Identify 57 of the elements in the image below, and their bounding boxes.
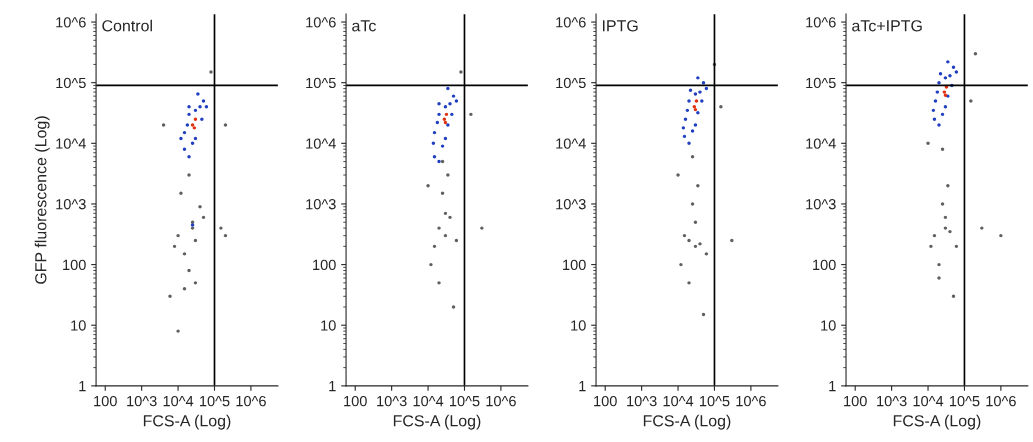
x-tick-label: 10^6 (736, 395, 766, 407)
x-tick-label: 10^4 (663, 395, 694, 407)
x-tick-label: 10^3 (127, 395, 157, 407)
x-tick-label: 100 (344, 395, 367, 407)
y-tick-label: 10^6 (306, 17, 336, 28)
y-tick-label: 10^5 (556, 77, 586, 89)
y-tick-label: 1 (329, 381, 336, 392)
x-tick-label: 10^3 (877, 395, 907, 407)
y-tick-label: 10^3 (556, 199, 586, 210)
chart-title: Control (102, 19, 152, 32)
y-tick-label: 100 (63, 259, 86, 271)
y-tick-label: 10^6 (56, 17, 86, 28)
y-tick-label: 1 (829, 381, 836, 392)
y-tick-label: 10 (821, 320, 836, 331)
x-axis-title: FCS-A (Log) (393, 414, 481, 430)
y-tick-label: 10^5 (806, 77, 836, 89)
x-tick-label: 100 (594, 395, 617, 407)
y-tick-label: 10^6 (806, 17, 836, 28)
x-tick-label: 10^5 (949, 395, 980, 407)
x-tick-label: 10^6 (486, 395, 516, 407)
y-tick-label: 10 (321, 320, 336, 331)
x-tick-label: 10^5 (200, 395, 230, 407)
y-tick-label: 10^4 (306, 138, 336, 149)
y-tick-label: 100 (813, 259, 836, 271)
x-tick-label: 10^6 (236, 395, 266, 407)
chart-title: aTc (352, 20, 376, 32)
x-tick-label: 10^5 (699, 395, 730, 407)
x-axis-title: FCS-A (Log) (893, 414, 981, 430)
y-tick-label: 10^4 (56, 138, 86, 149)
y-tick-label: 1 (579, 381, 586, 392)
y-tick-label: 100 (313, 259, 336, 271)
chart-title: aTc+IPTG (852, 20, 922, 32)
y-axis-title: GFP fluorescence (Log) (34, 116, 50, 284)
y-tick-label: 10^4 (556, 138, 586, 149)
chart-title: IPTG (602, 20, 638, 32)
x-tick-label: 10^3 (377, 395, 407, 407)
x-tick-label: 10^6 (986, 395, 1016, 407)
y-tick-label: 10 (71, 320, 86, 331)
y-tick-label: 10^3 (806, 199, 836, 210)
x-tick-label: 100 (94, 395, 117, 407)
y-tick-label: 100 (563, 259, 586, 271)
y-tick-label: 10^6 (556, 17, 586, 28)
x-axis-title: FCS-A (Log) (643, 414, 731, 430)
x-tick-label: 10^4 (913, 395, 944, 407)
x-tick-label: 10^3 (627, 395, 657, 407)
x-axis-title: FCS-A (Log) (143, 414, 231, 430)
x-tick-label: 10^4 (163, 395, 194, 407)
x-tick-label: 10^4 (413, 395, 444, 407)
y-tick-label: 10^5 (56, 77, 86, 89)
y-tick-label: 10 (571, 320, 586, 331)
y-tick-label: 1 (79, 381, 86, 392)
y-tick-label: 10^3 (56, 199, 86, 210)
y-tick-label: 10^5 (306, 77, 336, 89)
y-tick-label: 10^3 (306, 199, 336, 210)
y-tick-label: 10^4 (806, 138, 836, 149)
x-tick-label: 100 (844, 395, 867, 407)
x-tick-label: 10^5 (450, 395, 480, 407)
